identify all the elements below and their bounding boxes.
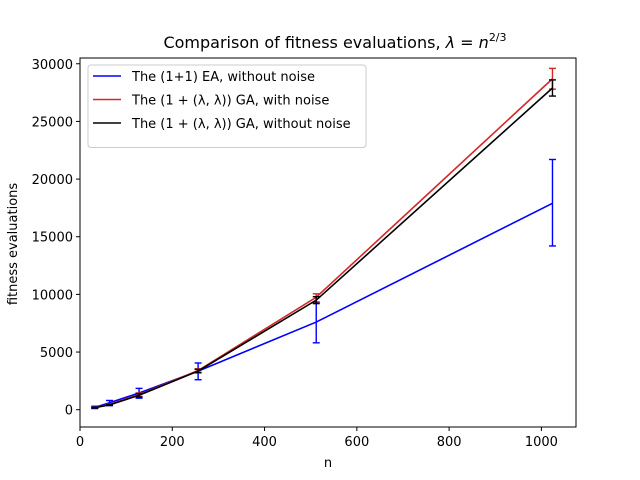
x-axis-label: n: [324, 456, 332, 471]
y-tick-label: 30000: [32, 58, 73, 73]
x-tick-label: 400: [252, 435, 277, 450]
legend-entry: The (1+1) EA, without noise: [93, 70, 315, 85]
axes-frame: [79, 57, 577, 428]
y-tick-label: 5000: [40, 346, 73, 361]
legend-label: The (1 + (λ, λ)) GA, with noise: [131, 94, 329, 109]
chart-title: Comparison of fitness evaluations, λ = n…: [163, 31, 506, 52]
error-bar: [194, 368, 202, 374]
x-tick-label: 200: [160, 435, 185, 450]
error-bar: [548, 158, 556, 247]
x-tick-label: 1000: [525, 435, 558, 450]
error-bar: [91, 406, 99, 409]
y-tick-label: 20000: [32, 173, 73, 188]
legend-box: [87, 64, 367, 148]
legend-label: The (1 + (λ, λ)) GA, without noise: [131, 117, 351, 132]
legend: The (1+1) EA, without noise The (1 + (λ, …: [87, 64, 367, 148]
title-text: Comparison of fitness evaluations,: [163, 33, 445, 52]
title-math: λ = n: [445, 33, 489, 52]
x-tick-label: 600: [344, 435, 369, 450]
error-bar: [312, 295, 320, 305]
y-tick-label: 10000: [32, 288, 73, 303]
y-axis-label: fitness evaluations: [6, 183, 21, 306]
legend-entry: The (1 + (λ, λ)) GA, without noise: [93, 117, 351, 132]
error-bar: [548, 79, 556, 97]
y-tick-label: 25000: [32, 115, 73, 130]
title-exponent: 2/3: [489, 31, 507, 44]
error-bar: [106, 403, 114, 407]
plot-area: 0 200 400 600 800 100005000100001500020000250…: [32, 57, 577, 450]
x-tick-label: 800: [437, 435, 462, 450]
error-bar: [135, 392, 143, 398]
y-tick-label: 15000: [32, 231, 73, 246]
x-tick-label: 0: [76, 435, 84, 450]
legend-label: The (1+1) EA, without noise: [131, 70, 315, 85]
series-line-0: [94, 202, 553, 409]
legend-entry: The (1 + (λ, λ)) GA, with noise: [93, 94, 329, 109]
y-tick-label: 0: [65, 404, 73, 419]
